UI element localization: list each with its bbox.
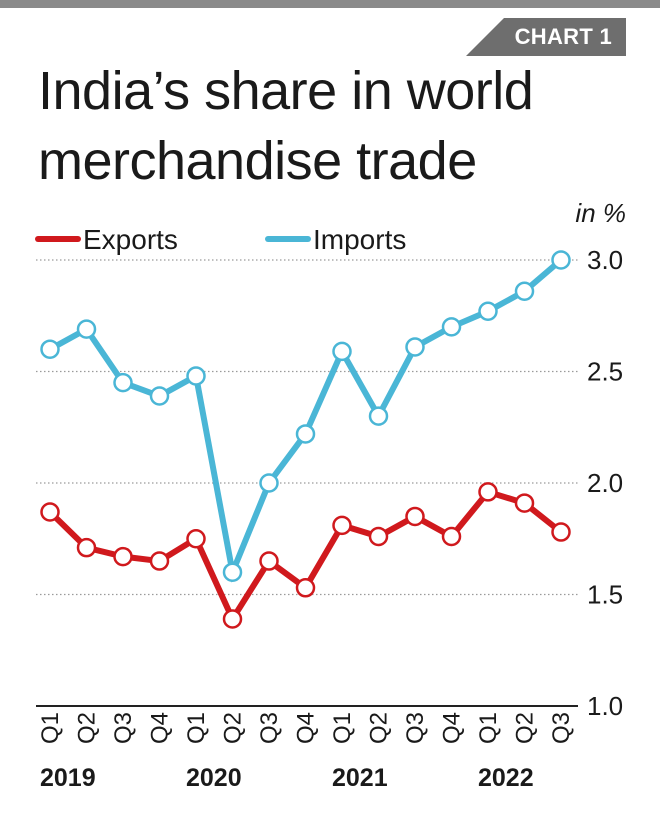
top-bar [0, 0, 660, 8]
data-point-exports [332, 515, 352, 536]
data-point-imports [368, 406, 389, 426]
x-tick-label: Q2 [74, 712, 101, 744]
legend-label-exports: Exports [83, 224, 178, 255]
data-point-imports [295, 424, 316, 444]
y-unit-label: in % [575, 198, 626, 228]
y-tick-label: 1.0 [587, 691, 623, 721]
data-point-imports [259, 473, 279, 493]
chart-tag: CHART 1 [466, 18, 626, 56]
x-tick-label: Q1 [475, 712, 502, 744]
x-year-label: 2021 [332, 764, 388, 792]
data-point-imports [40, 339, 60, 359]
data-point-exports [149, 551, 170, 571]
y-tick-label: 3.0 [587, 245, 623, 275]
data-point-imports [113, 372, 133, 393]
x-tick-label: Q4 [293, 712, 320, 744]
data-point-imports [514, 281, 535, 301]
data-point-imports [478, 301, 498, 322]
x-tick-label: Q4 [439, 712, 466, 744]
data-point-exports [514, 493, 535, 513]
x-tick-label: Q3 [548, 712, 575, 744]
x-tick-label: Q2 [512, 712, 539, 744]
x-tick-label: Q1 [183, 712, 210, 744]
data-point-imports [441, 317, 462, 337]
data-point-imports [551, 250, 571, 270]
chart-title: India’s share in world merchandise trade [38, 61, 534, 191]
x-year-label: 2020 [186, 764, 242, 792]
x-tick-label: Q2 [220, 712, 247, 744]
data-point-imports [332, 341, 352, 362]
x-tick-label: Q3 [256, 712, 283, 744]
y-tick-label: 2.5 [587, 357, 623, 387]
x-year-label: 2019 [40, 764, 96, 792]
x-tick-label: Q4 [147, 712, 174, 744]
data-point-exports [222, 609, 243, 629]
data-point-exports [368, 526, 389, 547]
data-point-exports [259, 551, 279, 571]
data-point-exports [441, 526, 462, 547]
data-point-exports [551, 522, 571, 542]
data-point-exports [113, 546, 133, 567]
chart-tag-label: CHART 1 [514, 24, 612, 49]
data-point-exports [186, 529, 206, 549]
x-tick-label: Q2 [366, 712, 393, 744]
x-tick-label: Q3 [402, 712, 429, 744]
data-point-exports [295, 578, 316, 598]
data-point-exports [40, 502, 60, 522]
x-tick-label: Q3 [110, 712, 137, 744]
data-point-imports [222, 562, 243, 582]
legend-label-imports: Imports [313, 224, 406, 255]
data-point-exports [478, 482, 498, 502]
x-tick-label: Q1 [329, 712, 356, 744]
data-point-imports [149, 386, 170, 406]
x-year-label: 2022 [478, 764, 534, 792]
data-point-imports [186, 366, 206, 386]
data-point-imports [405, 337, 425, 357]
data-point-exports [405, 506, 425, 527]
data-point-exports [76, 537, 97, 558]
y-tick-label: 1.5 [587, 580, 623, 610]
y-tick-label: 2.0 [587, 468, 623, 498]
data-point-imports [76, 319, 97, 339]
x-tick-label: Q1 [37, 712, 64, 744]
